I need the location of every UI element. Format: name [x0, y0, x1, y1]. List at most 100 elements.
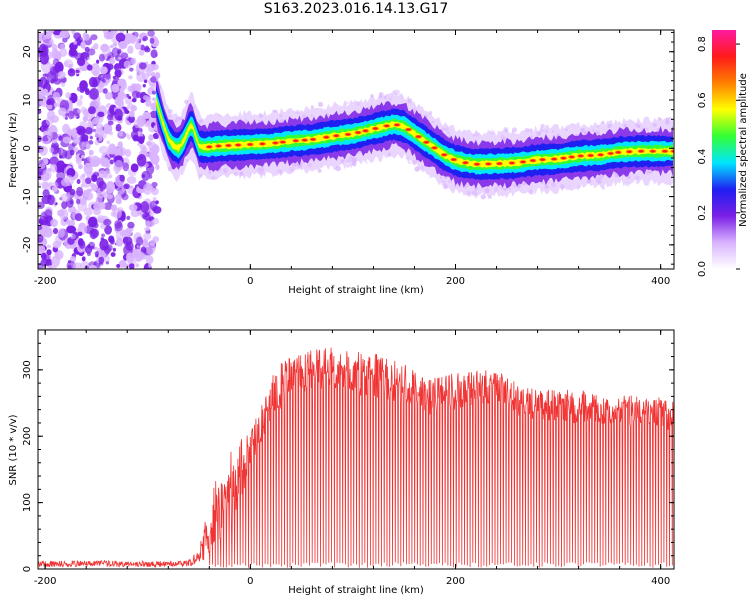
ridge-hotspot	[638, 150, 644, 153]
noise-blob	[114, 222, 123, 232]
noise-blob	[146, 242, 156, 255]
noise-blob	[100, 43, 109, 52]
noise-blob	[138, 136, 145, 144]
noise-blob	[41, 160, 48, 166]
noise-blob	[142, 95, 148, 101]
noise-blob	[142, 212, 151, 221]
noise-blob	[75, 69, 80, 74]
noise-blob	[46, 244, 51, 249]
noise-blob	[58, 64, 64, 70]
ridge-hotspot	[441, 153, 447, 156]
chart-title: S163.2023.016.14.13.G17	[263, 1, 449, 17]
noise-blob	[41, 181, 49, 189]
ridge-hotspot	[280, 140, 285, 144]
noise-blob	[127, 85, 133, 92]
noise-blob	[117, 48, 122, 54]
noise-blob	[68, 49, 79, 58]
noise-blob	[155, 164, 160, 171]
ridge-hotspot	[226, 144, 231, 147]
noise-blob	[46, 127, 54, 136]
noise-blob	[133, 119, 144, 129]
noise-blob	[77, 238, 84, 247]
noise-blob	[123, 183, 130, 190]
noise-blob	[91, 79, 98, 88]
noise-blob	[121, 229, 129, 237]
ridge-hotspot	[247, 143, 253, 146]
ridge-hotspot	[561, 157, 566, 160]
noise-blob	[100, 186, 104, 192]
top-y-tick-label: 0	[22, 145, 33, 151]
noise-blob	[38, 109, 42, 115]
noise-blob	[55, 252, 60, 258]
bottom-x-tick-label: 0	[247, 576, 253, 587]
noise-blob	[149, 37, 155, 44]
ridge-hotspot	[551, 158, 557, 161]
noise-blob	[88, 140, 94, 145]
noise-blob	[64, 175, 74, 186]
noise-blob	[98, 266, 102, 269]
noise-blob	[65, 92, 72, 99]
noise-blob	[150, 153, 160, 165]
noise-blob	[112, 75, 116, 80]
noise-blob	[139, 144, 147, 151]
noise-blob	[109, 175, 113, 179]
noise-blob	[57, 228, 65, 238]
noise-blob	[47, 133, 53, 141]
colorbar	[712, 30, 736, 269]
noise-blob	[143, 232, 152, 240]
ridge-hotspot	[578, 154, 583, 158]
ridge-hotspot	[520, 160, 526, 164]
noise-blob	[95, 195, 103, 204]
noise-blob	[151, 90, 156, 95]
noise-blob	[151, 103, 156, 109]
noise-blob	[151, 181, 158, 188]
noise-blob	[104, 225, 113, 235]
noise-blob	[80, 184, 84, 188]
noise-blob	[98, 201, 106, 210]
noise-blob	[56, 148, 62, 154]
noise-blob	[142, 183, 153, 195]
noise-blob	[99, 66, 108, 75]
noise-blob	[38, 201, 45, 210]
noise-blob	[115, 193, 122, 202]
noise-blob	[131, 90, 140, 99]
snr-line-series	[38, 347, 674, 569]
noise-blob	[81, 256, 86, 262]
noise-blob	[71, 30, 76, 35]
noise-blob	[142, 84, 146, 88]
noise-blob	[99, 132, 107, 140]
noise-blob	[108, 235, 115, 243]
noise-blob	[124, 148, 132, 157]
noise-blob	[130, 57, 137, 65]
noise-blob	[129, 185, 133, 190]
noise-blob	[130, 130, 139, 140]
noise-blob	[120, 52, 129, 59]
noise-blob	[106, 63, 114, 71]
noise-blob	[103, 31, 114, 40]
noise-blob	[60, 81, 66, 88]
noise-blob	[126, 103, 135, 110]
noise-blob	[77, 108, 82, 114]
noise-blob	[118, 57, 122, 60]
noise-blob	[143, 78, 148, 84]
noise-blob	[51, 30, 62, 36]
noise-blob	[90, 228, 100, 238]
ridge-band	[156, 97, 673, 168]
noise-blob	[122, 236, 129, 243]
ridge-hotspot	[302, 139, 307, 142]
noise-blob	[73, 32, 82, 41]
noise-blob	[52, 227, 59, 235]
ridge-hotspot	[598, 153, 603, 156]
noise-blob	[128, 115, 135, 123]
ridge-hotspot	[463, 161, 468, 164]
noise-blob	[42, 88, 48, 94]
top-y-tick-label: -20	[22, 237, 33, 253]
noise-blob	[150, 76, 158, 83]
ridge-hotspot	[207, 145, 212, 148]
noise-blob	[79, 197, 87, 205]
ridge-hotspot	[324, 136, 329, 139]
noise-blob	[89, 182, 96, 188]
noise-blob	[51, 48, 60, 60]
noise-blob	[38, 90, 44, 99]
noise-blob	[76, 198, 81, 205]
